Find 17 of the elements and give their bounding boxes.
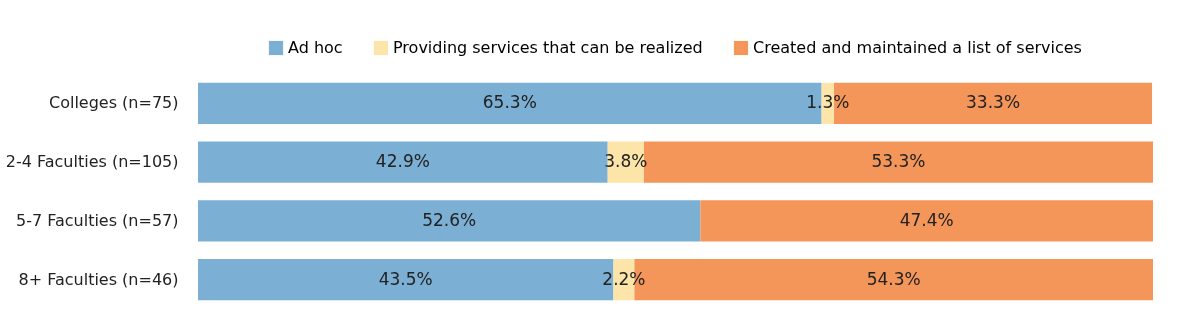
data-label: 65.3% [482,92,537,113]
legend-label: Created and maintained a list of services [753,38,1082,57]
bar [198,200,701,242]
y-tick-label: 5-7 Faculties (n=57) [15,210,179,230]
data-label: 33.3% [966,92,1021,113]
y-tick-label: 8+ Faculties (n=46) [18,269,179,289]
legend-label: Ad hoc [288,38,343,57]
y-tick-label: 2-4 Faculties (n=105) [5,152,179,172]
data-label: 42.9% [375,151,430,172]
data-label: 47.4% [899,209,954,230]
legend-label: Providing services that can be realized [393,38,703,57]
data-label: 43.5% [378,268,433,289]
data-label: 54.3% [866,268,921,289]
bar [700,200,1153,242]
y-tick-label: Colleges (n=75) [48,93,179,113]
data-label: 53.3% [871,151,926,172]
data-label: 52.6% [422,209,477,230]
